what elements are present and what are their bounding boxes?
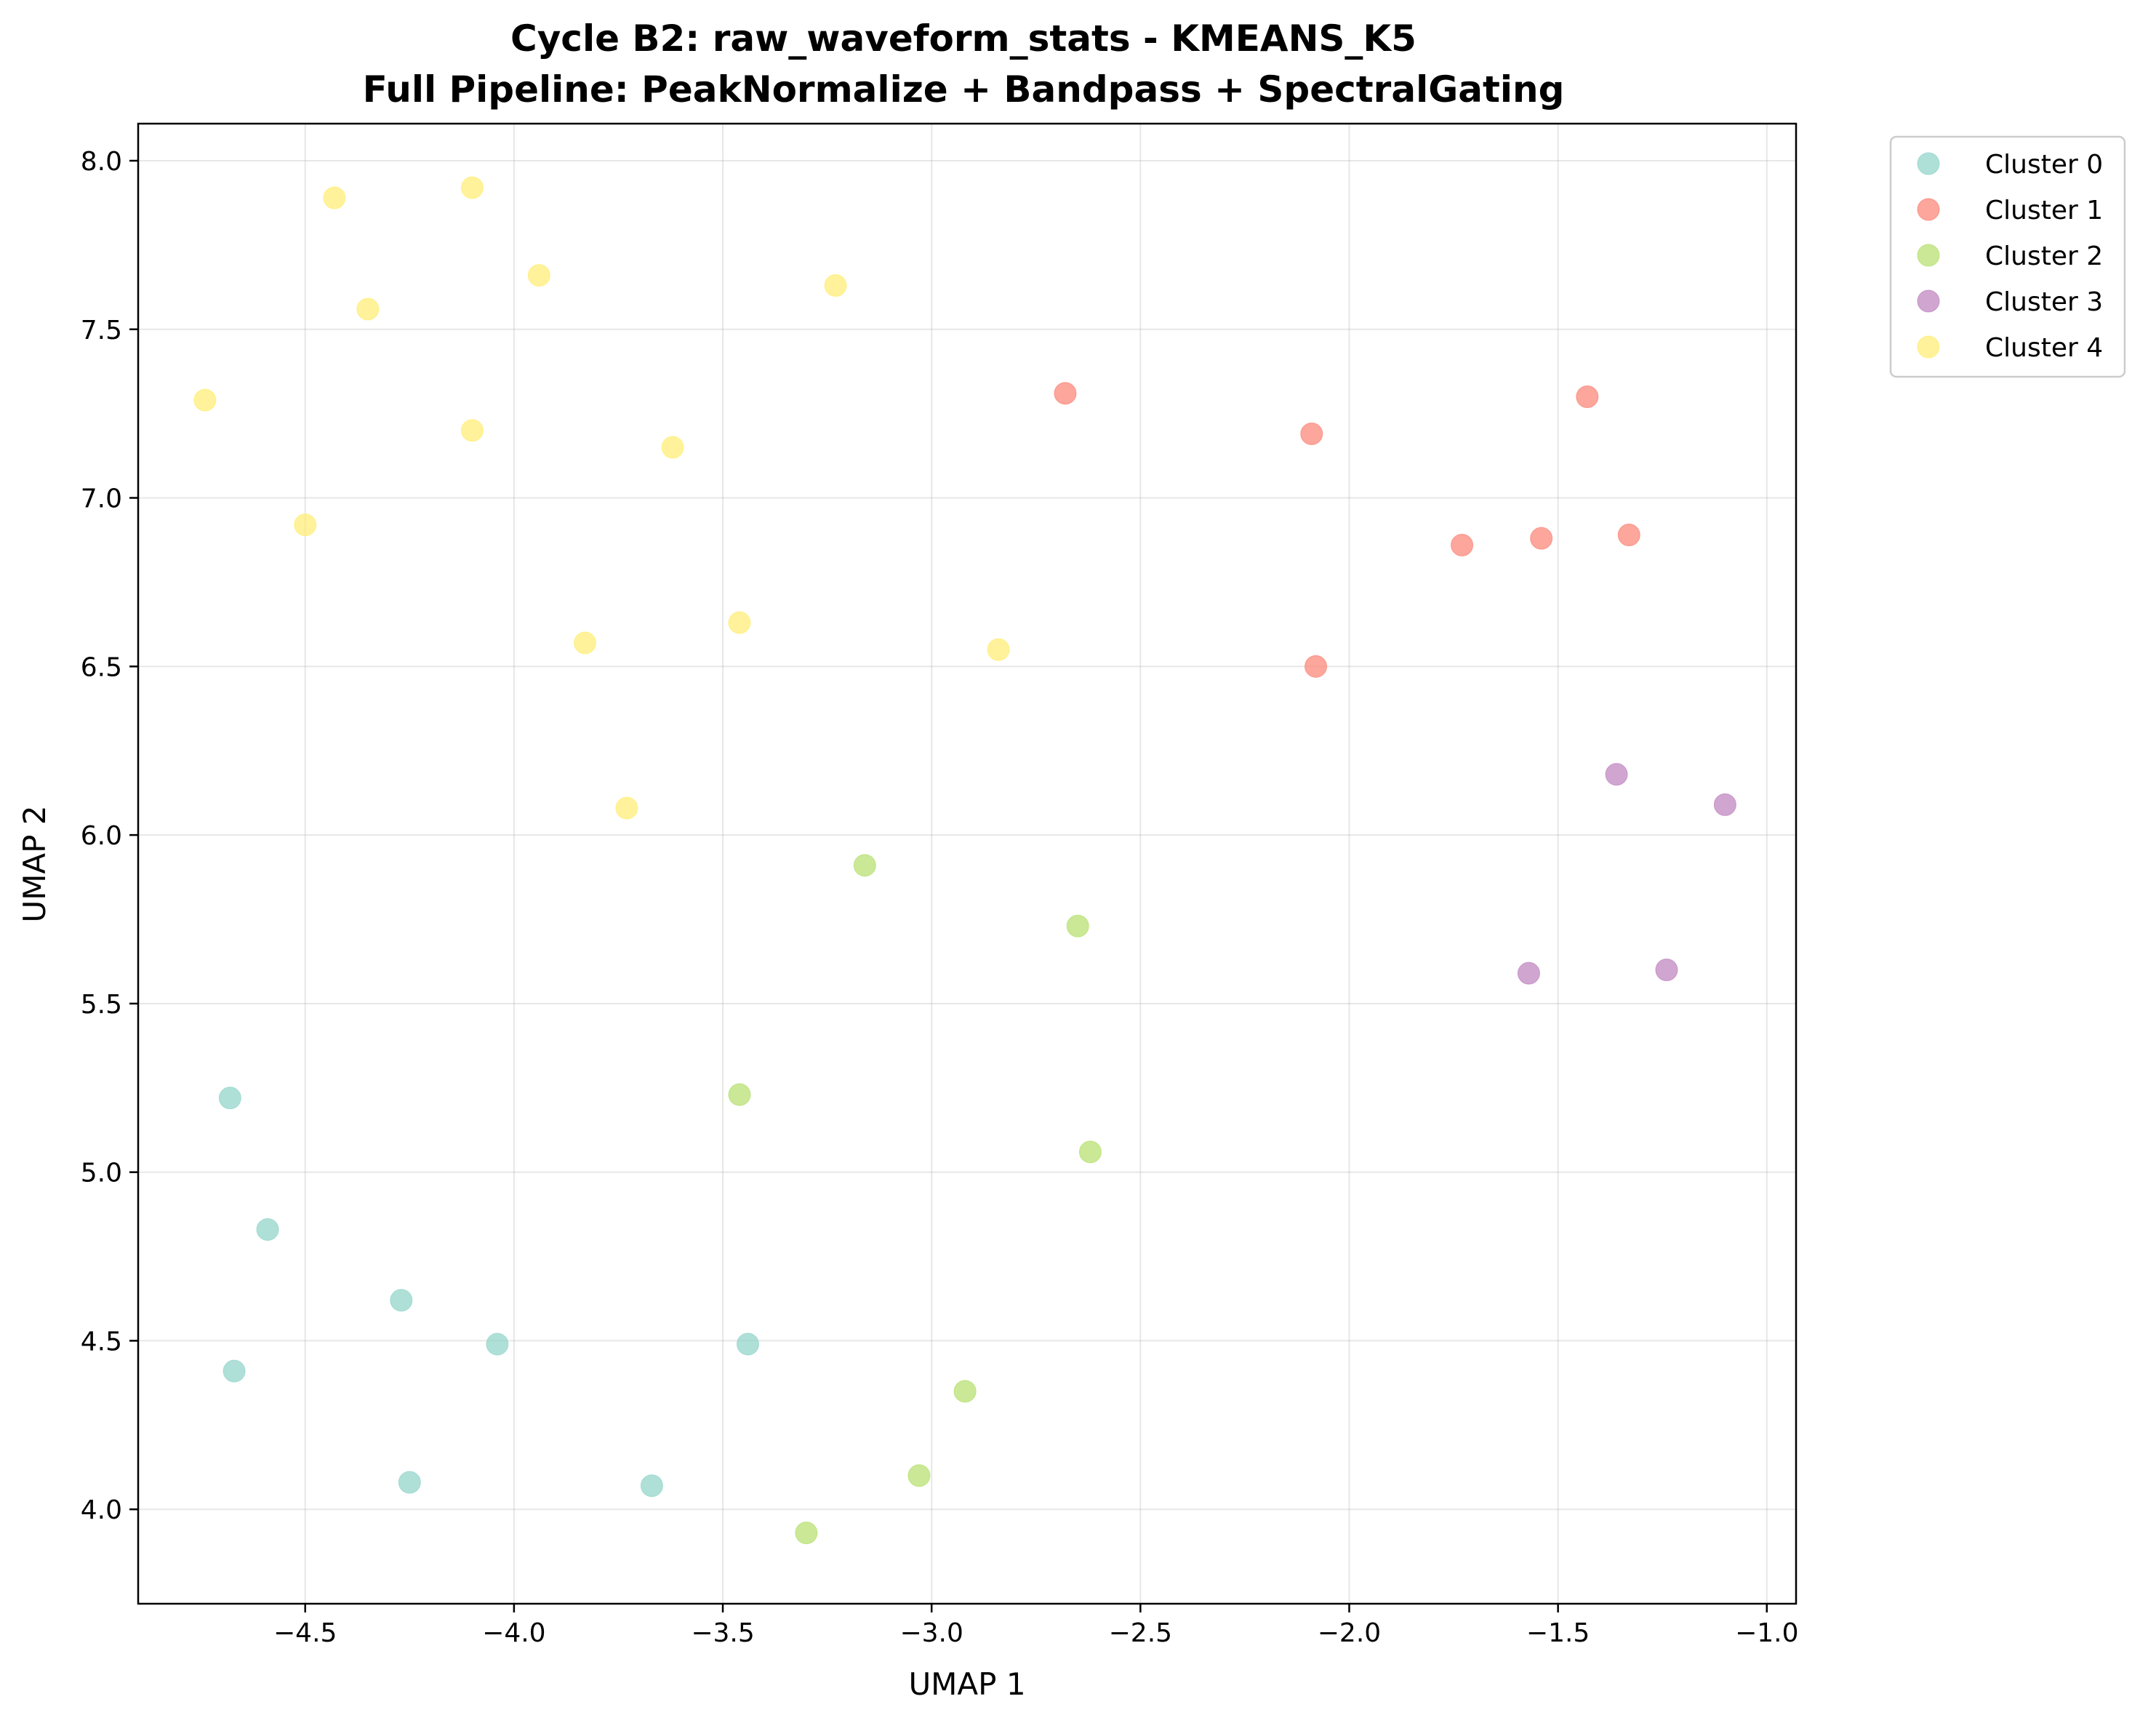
cluster-3-point bbox=[1655, 959, 1678, 982]
y-axis-label: UMAP 2 bbox=[17, 805, 52, 922]
cluster-2-point bbox=[728, 1083, 751, 1106]
cluster-4-point bbox=[527, 264, 550, 287]
cluster-2-point bbox=[1066, 914, 1089, 938]
cluster-1-point bbox=[1300, 422, 1323, 445]
x-axis-label: UMAP 1 bbox=[908, 1666, 1025, 1702]
data-points bbox=[193, 176, 1736, 1545]
cluster-1-point bbox=[1576, 385, 1599, 408]
cluster-4-point bbox=[460, 419, 484, 442]
legend-marker-cluster-4 bbox=[1917, 335, 1940, 359]
chart-title: Cycle B2: raw_waveform_stats - KMEANS_K5 bbox=[510, 17, 1416, 60]
cluster-2-point bbox=[795, 1522, 818, 1545]
y-tick-label: 5.0 bbox=[81, 1159, 122, 1188]
x-tick-label: −3.5 bbox=[691, 1618, 754, 1648]
cluster-4-point bbox=[661, 436, 684, 459]
grid bbox=[138, 124, 1796, 1604]
legend-marker-cluster-3 bbox=[1917, 289, 1940, 313]
legend-label-cluster-1: Cluster 1 bbox=[1985, 196, 2103, 225]
chart-subtitle: Full Pipeline: PeakNormalize + Bandpass … bbox=[363, 68, 1565, 111]
y-tick-label: 7.0 bbox=[81, 484, 122, 514]
y-tick-label: 4.0 bbox=[81, 1495, 122, 1525]
legend-label-cluster-4: Cluster 4 bbox=[1985, 333, 2103, 363]
cluster-1-point bbox=[1054, 382, 1077, 405]
cluster-0-point bbox=[398, 1471, 421, 1494]
legend-items: Cluster 0 Cluster 1 Cluster 2 Cluster 3 Clus… bbox=[1917, 150, 2103, 363]
legend-box bbox=[1889, 135, 2126, 378]
legend-label-cluster-3: Cluster 3 bbox=[1985, 287, 2103, 317]
cluster-1-point bbox=[1305, 655, 1328, 678]
y-tick-label: 8.0 bbox=[81, 147, 122, 177]
cluster-2-point bbox=[907, 1464, 931, 1487]
cluster-2-point bbox=[953, 1380, 977, 1403]
cluster-4-point bbox=[987, 638, 1010, 661]
plot-frame bbox=[137, 122, 1798, 1605]
x-tick-label: −4.5 bbox=[273, 1618, 337, 1648]
cluster-0-point bbox=[640, 1474, 663, 1498]
cluster-0-point bbox=[256, 1218, 279, 1241]
legend-marker-cluster-0 bbox=[1917, 152, 1940, 175]
cluster-1-point bbox=[1530, 527, 1553, 550]
y-tick-label: 4.5 bbox=[81, 1327, 122, 1356]
x-tick-label: −1.0 bbox=[1735, 1618, 1798, 1648]
cluster-3-point bbox=[1517, 962, 1540, 985]
cluster-2-point bbox=[853, 854, 876, 877]
cluster-0-point bbox=[223, 1359, 246, 1383]
cluster-3-point bbox=[1605, 763, 1628, 786]
x-tick-label: −1.5 bbox=[1526, 1618, 1590, 1648]
cluster-1-point bbox=[1617, 524, 1640, 547]
x-tick-label: −4.0 bbox=[482, 1618, 545, 1648]
y-tick-label: 7.5 bbox=[81, 316, 122, 345]
y-tick-label: 5.5 bbox=[81, 990, 122, 1020]
cluster-0-point bbox=[736, 1332, 759, 1356]
x-tick-label: −3.0 bbox=[899, 1618, 963, 1648]
cluster-4-point bbox=[294, 513, 317, 537]
cluster-4-point bbox=[574, 631, 597, 655]
cluster-4-point bbox=[323, 186, 346, 209]
x-tick-label: −2.0 bbox=[1318, 1618, 1381, 1648]
x-tick-label: −2.5 bbox=[1109, 1618, 1172, 1648]
axis-ticks: −4.5 −4.0 −3.5 −3.0 −2.5 −2.0 −1.5 −1.0 4.0 4.5 5.… bbox=[81, 147, 1799, 1648]
cluster-2-point bbox=[1078, 1140, 1102, 1164]
cluster-4-point bbox=[728, 611, 751, 634]
cluster-4-point bbox=[356, 297, 380, 321]
cluster-1-point bbox=[1451, 533, 1474, 556]
cluster-3-point bbox=[1713, 793, 1736, 816]
legend-label-cluster-2: Cluster 2 bbox=[1985, 241, 2103, 271]
cluster-4-point bbox=[615, 796, 638, 820]
legend-marker-cluster-2 bbox=[1917, 244, 1940, 267]
cluster-4-point bbox=[460, 176, 484, 199]
legend-label-cluster-0: Cluster 0 bbox=[1985, 150, 2103, 180]
cluster-4-point bbox=[824, 274, 847, 297]
y-tick-label: 6.0 bbox=[81, 821, 122, 851]
cluster-0-point bbox=[218, 1087, 241, 1110]
cluster-0-point bbox=[486, 1332, 509, 1356]
legend: Cluster 0 Cluster 1 Cluster 2 Cluster 3 Clus… bbox=[1889, 135, 2126, 378]
y-tick-label: 6.5 bbox=[81, 652, 122, 682]
cluster-0-point bbox=[390, 1289, 413, 1312]
legend-marker-cluster-1 bbox=[1917, 198, 1940, 221]
cluster-4-point bbox=[193, 388, 217, 412]
